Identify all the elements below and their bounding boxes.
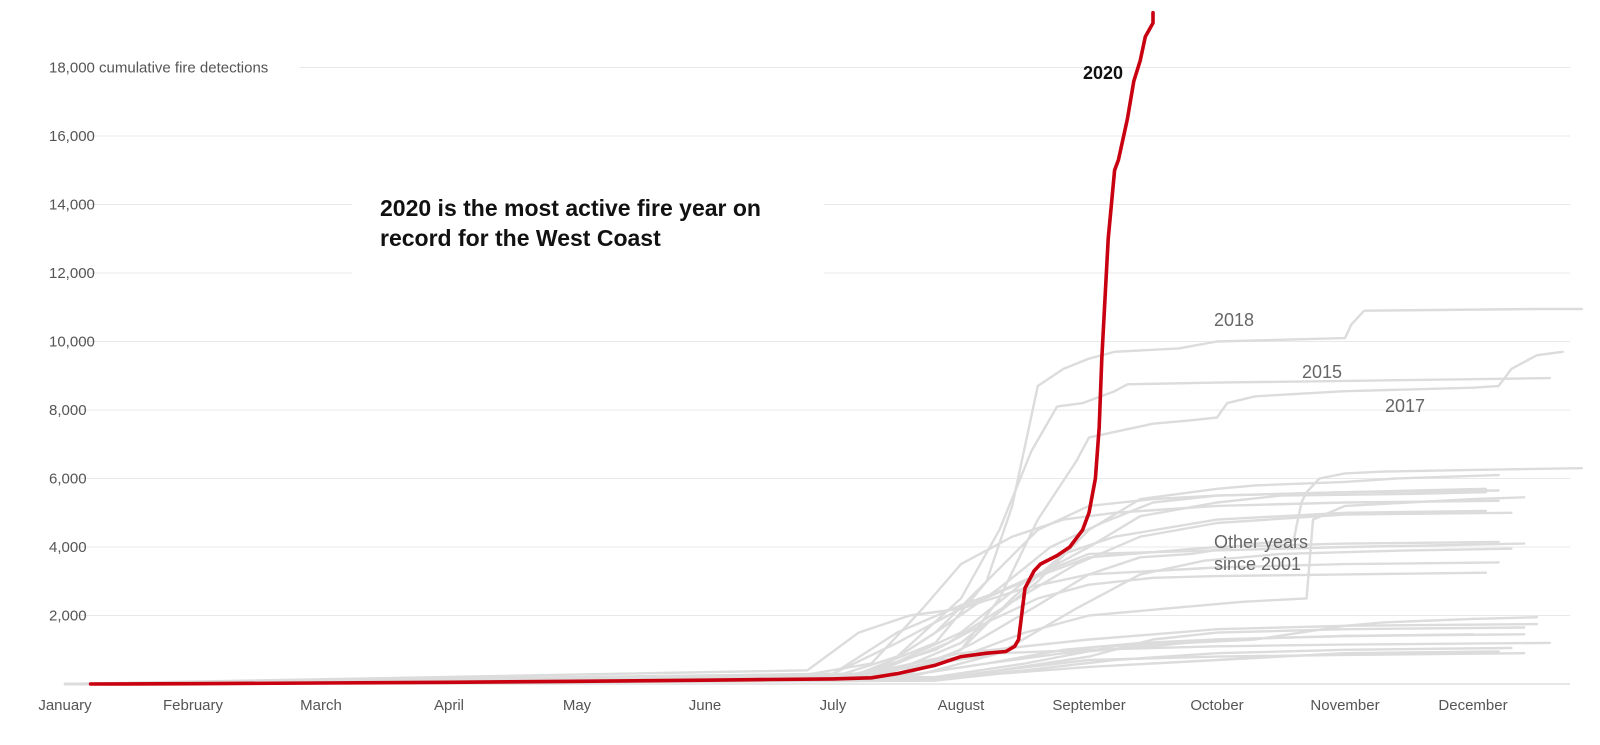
other-years-annotation: since 2001	[1214, 554, 1301, 574]
x-tick-label: May	[563, 697, 592, 714]
y-tick-label: 16,000	[49, 128, 95, 145]
series-label-2020: 2020	[1083, 63, 1123, 83]
chart-title-line-2: record for the West Coast	[380, 225, 661, 251]
highlight-2020-line	[88, 10, 1155, 686]
x-axis-labels: January February March April May June July Augu…	[38, 697, 1507, 714]
series-label-2017: 2017	[1385, 396, 1425, 416]
series-line-2017	[63, 350, 1564, 686]
x-tick-label: January	[38, 697, 92, 714]
x-tick-label: July	[820, 697, 847, 714]
series-line-2015	[63, 376, 1551, 686]
chart-title-line-1: 2020 is the most active fire year on	[380, 195, 761, 221]
x-tick-label: April	[434, 697, 464, 714]
series-line-2016	[63, 491, 1487, 686]
series-label-2018: 2018	[1214, 310, 1254, 330]
series-line-2018	[63, 307, 1583, 686]
y-axis-title: 18,000 cumulative fire detections	[49, 60, 268, 77]
y-tick-label: 14,000	[49, 197, 95, 214]
x-tick-label: February	[163, 697, 224, 714]
series-line-2025	[63, 616, 1539, 686]
other-years-annotation: Other years	[1214, 532, 1308, 552]
other-years-lines	[63, 307, 1583, 686]
x-tick-label: August	[938, 697, 986, 714]
x-tick-label: October	[1190, 697, 1243, 714]
series-line-2021	[63, 487, 1487, 686]
series-line-2003	[63, 496, 1526, 686]
series-line-2023	[63, 633, 1526, 686]
x-tick-label: September	[1052, 697, 1125, 714]
series-line-2012	[63, 511, 1513, 686]
series-label-2015: 2015	[1302, 362, 1342, 382]
series-line-2020	[88, 10, 1155, 686]
series-line-2022	[63, 473, 1500, 686]
series-line-2026	[63, 467, 1583, 686]
y-tick-label: 8,000	[49, 402, 87, 419]
x-tick-label: November	[1310, 697, 1379, 714]
series-line-2011	[63, 652, 1526, 686]
y-axis-labels: 2,000 4,000 6,000 8,000 10,000 12,000 14,000 16…	[49, 60, 268, 625]
y-tick-label: 10,000	[49, 334, 95, 351]
y-tick-label: 6,000	[49, 471, 87, 488]
title-backdrop	[352, 178, 824, 278]
series-line-2027	[63, 547, 1513, 686]
x-tick-label: March	[300, 697, 342, 714]
series-line-2008	[63, 561, 1500, 686]
y-tick-label: 4,000	[49, 539, 87, 556]
series-line-2024	[63, 646, 1513, 686]
x-tick-label: December	[1438, 697, 1507, 714]
x-tick-label: June	[689, 697, 722, 714]
y-tick-label: 2,000	[49, 608, 87, 625]
y-gridlines	[75, 67, 1570, 616]
y-tick-label: 12,000	[49, 265, 95, 282]
